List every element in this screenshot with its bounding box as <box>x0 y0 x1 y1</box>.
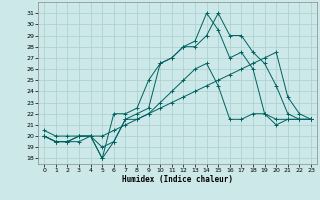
X-axis label: Humidex (Indice chaleur): Humidex (Indice chaleur) <box>122 175 233 184</box>
